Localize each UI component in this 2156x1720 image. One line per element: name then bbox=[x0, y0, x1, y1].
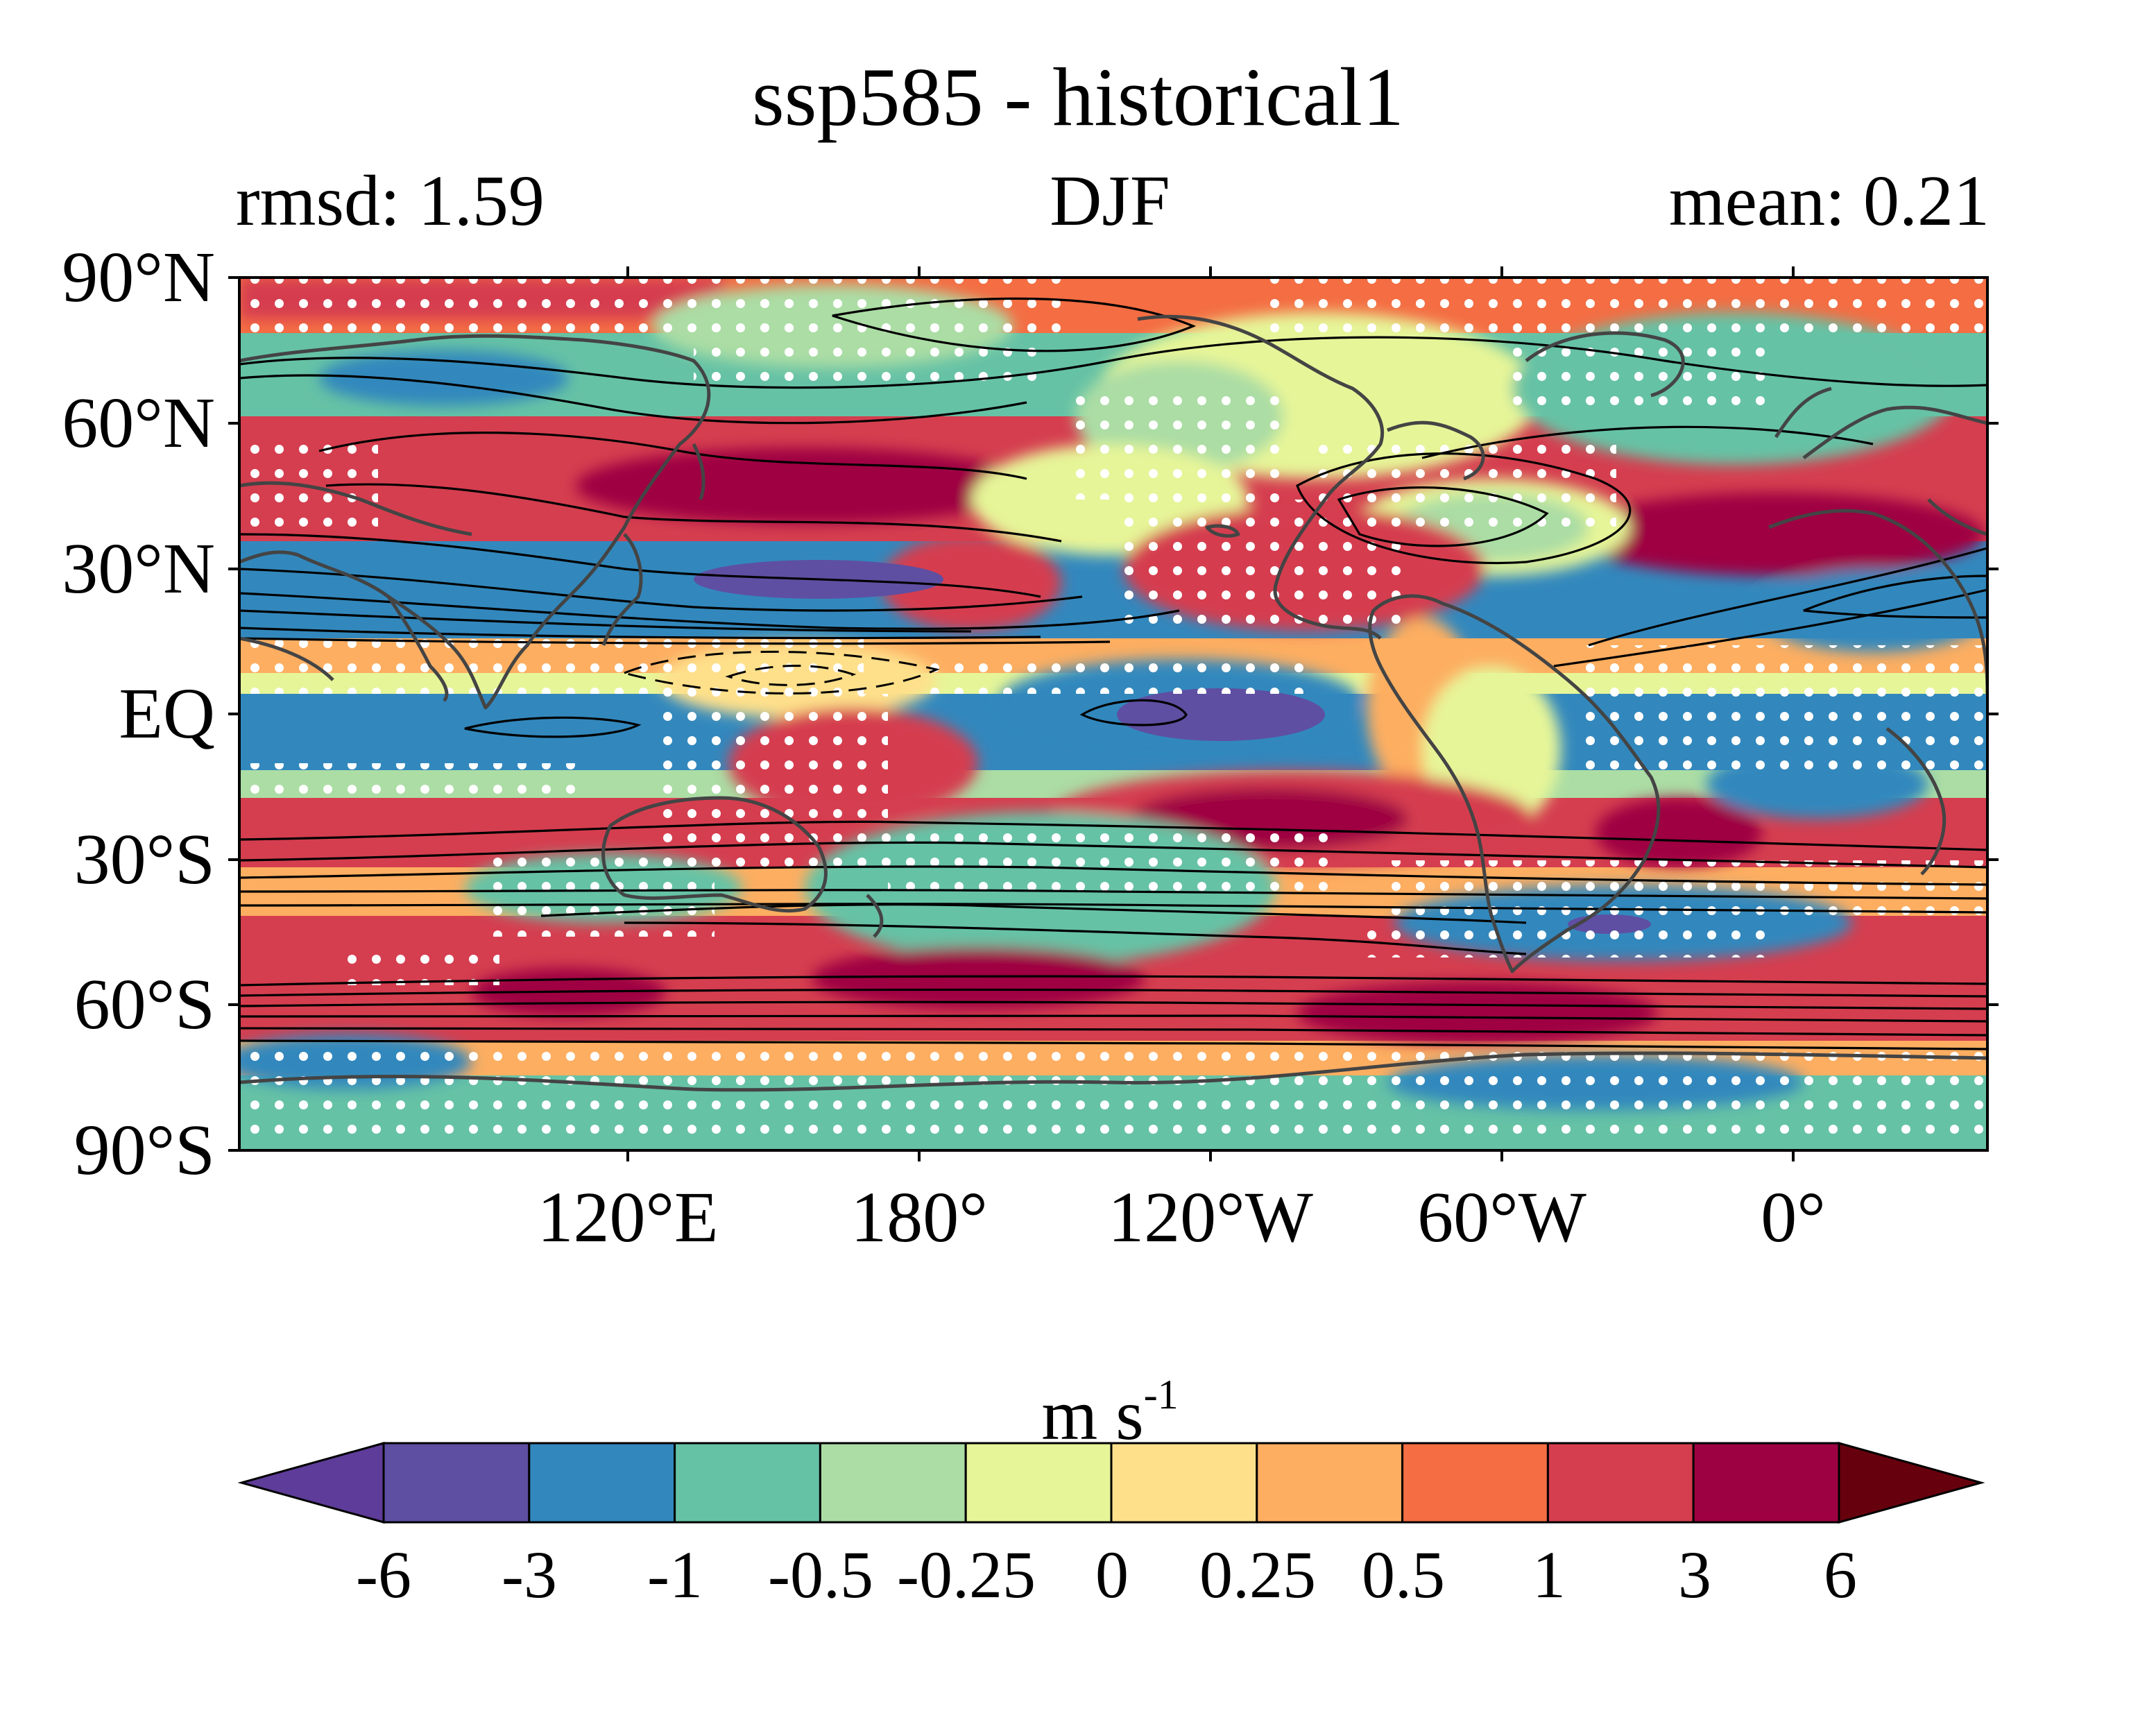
colorbar bbox=[237, 1442, 1985, 1524]
figure-title: ssp585 - historical1 bbox=[752, 51, 1404, 143]
lat-label-60s: 60°S bbox=[74, 964, 215, 1044]
lon-label-60w: 60°W bbox=[1417, 1177, 1586, 1257]
lat-label-60n: 60°N bbox=[62, 383, 215, 463]
lat-label-30s: 30°S bbox=[74, 819, 215, 899]
colorbar-units: m s-1 bbox=[936, 1349, 1283, 1461]
colorbar-swatch bbox=[1110, 1442, 1258, 1524]
colorbar-swatch bbox=[382, 1442, 531, 1524]
mean-label: mean: 0.21 bbox=[1668, 161, 1990, 241]
colorbar-swatch bbox=[1692, 1442, 1840, 1524]
colorbar-tick-label: -0.25 bbox=[897, 1538, 1036, 1612]
rmsd-label: rmsd: 1.59 bbox=[236, 161, 545, 241]
lon-label-120w: 120°W bbox=[1108, 1177, 1313, 1257]
lon-label-180: 180° bbox=[850, 1177, 988, 1257]
colorbar-tick-label: -6 bbox=[356, 1538, 411, 1612]
map-field bbox=[239, 278, 1987, 1150]
colorbar-swatch bbox=[964, 1442, 1113, 1524]
colorbar-tick-label: 6 bbox=[1824, 1538, 1857, 1612]
colorbar-tick-label: -3 bbox=[502, 1538, 557, 1612]
colorbar-under-extension bbox=[237, 1442, 385, 1524]
climatology-contours bbox=[239, 297, 1987, 1050]
lon-label-0: 0° bbox=[1761, 1177, 1826, 1257]
lon-label-120e: 120°E bbox=[537, 1177, 719, 1257]
units-base: m s bbox=[1041, 1375, 1144, 1455]
colorbar-tick-label: 1 bbox=[1532, 1538, 1566, 1612]
colorbar-tick-label: 0.25 bbox=[1199, 1538, 1316, 1612]
negative-contours bbox=[621, 650, 940, 695]
colorbar-swatches bbox=[382, 1442, 1840, 1524]
colorbar-tick-label: -0.5 bbox=[768, 1538, 873, 1612]
colorbar-swatch bbox=[674, 1442, 821, 1524]
axis-ticks bbox=[228, 266, 1999, 1161]
coastlines bbox=[239, 314, 1987, 1092]
colorbar-tick-label: 3 bbox=[1678, 1538, 1711, 1612]
colorbar-over-extension bbox=[1838, 1442, 1985, 1524]
stippling bbox=[239, 278, 1987, 1150]
colorbar-swatch bbox=[1401, 1442, 1549, 1524]
colorbar-swatch bbox=[1256, 1442, 1404, 1524]
units-exponent: -1 bbox=[1143, 1372, 1179, 1417]
season-label: DJF bbox=[1050, 161, 1170, 241]
colorbar-swatch bbox=[528, 1442, 676, 1524]
lat-label-30n: 30°N bbox=[62, 529, 215, 608]
colorbar-tick-label: 0 bbox=[1095, 1538, 1129, 1612]
lat-label-90s: 90°S bbox=[74, 1110, 215, 1190]
lat-label-eq: EQ bbox=[119, 674, 215, 753]
colorbar-swatch bbox=[1546, 1442, 1695, 1524]
colorbar-tick-label: -1 bbox=[647, 1538, 703, 1612]
lat-label-90n: 90°N bbox=[62, 237, 215, 317]
colorbar-tick-label: 0.5 bbox=[1362, 1538, 1445, 1612]
